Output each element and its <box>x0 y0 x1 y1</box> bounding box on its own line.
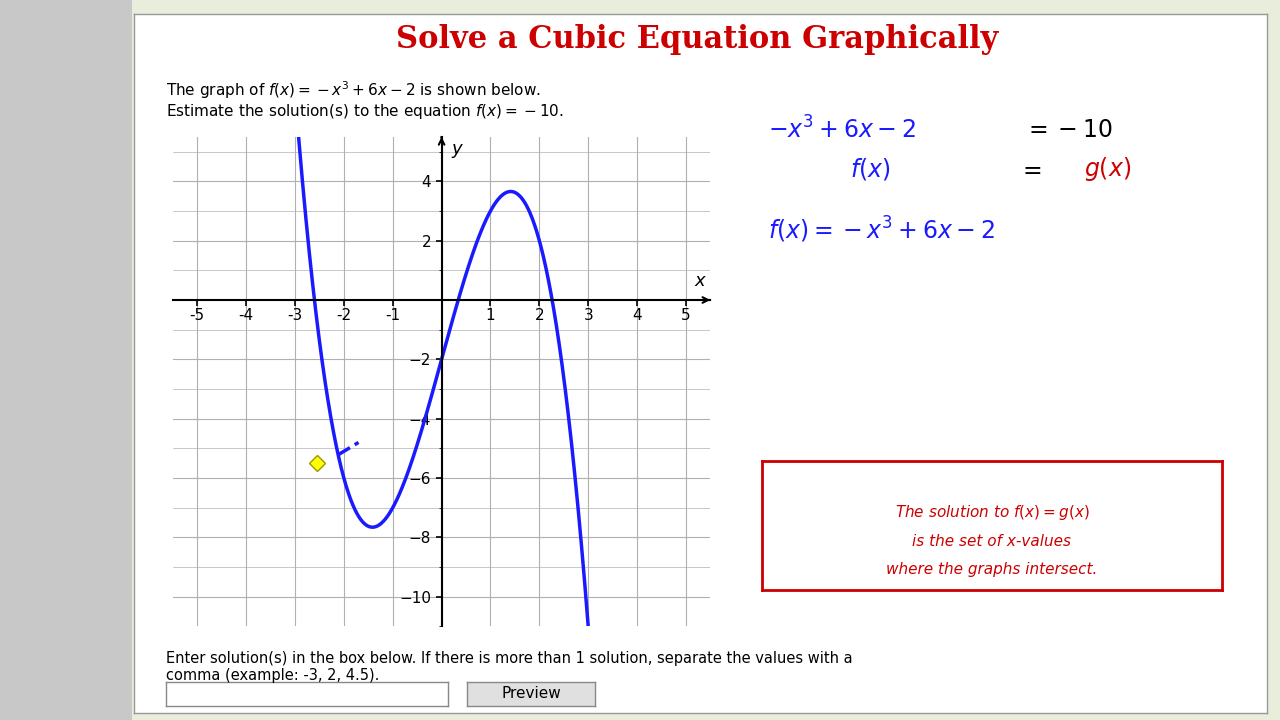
Text: is the set of x-values: is the set of x-values <box>913 534 1071 549</box>
Text: $f(x)$: $f(x)$ <box>850 156 891 182</box>
Text: y: y <box>452 140 462 158</box>
Text: The solution to $f(x) = g(x)$: The solution to $f(x) = g(x)$ <box>895 503 1089 522</box>
Text: $=$: $=$ <box>1019 157 1042 181</box>
Text: comma (example: -3, 2, 4.5).: comma (example: -3, 2, 4.5). <box>166 668 380 683</box>
Text: $f(x) = -x^3+6x-2$: $f(x) = -x^3+6x-2$ <box>768 215 995 246</box>
Text: where the graphs intersect.: where the graphs intersect. <box>886 562 1098 577</box>
Text: The graph of $f(x) = -x^3 + 6x - 2$ is shown below.: The graph of $f(x) = -x^3 + 6x - 2$ is s… <box>166 79 541 101</box>
Text: $-x^3+6x-2$: $-x^3+6x-2$ <box>768 116 915 143</box>
Text: Estimate the solution(s) to the equation $f(x) = -10$.: Estimate the solution(s) to the equation… <box>166 102 564 121</box>
Text: $g(x)$: $g(x)$ <box>1084 156 1130 183</box>
Text: Preview: Preview <box>502 686 561 701</box>
Text: $= -10$: $= -10$ <box>1024 117 1112 142</box>
Text: x: x <box>695 271 705 289</box>
Text: Enter solution(s) in the box below. If there is more than 1 solution, separate t: Enter solution(s) in the box below. If t… <box>166 652 852 666</box>
Text: Solve a Cubic Equation Graphically: Solve a Cubic Equation Graphically <box>397 24 998 55</box>
